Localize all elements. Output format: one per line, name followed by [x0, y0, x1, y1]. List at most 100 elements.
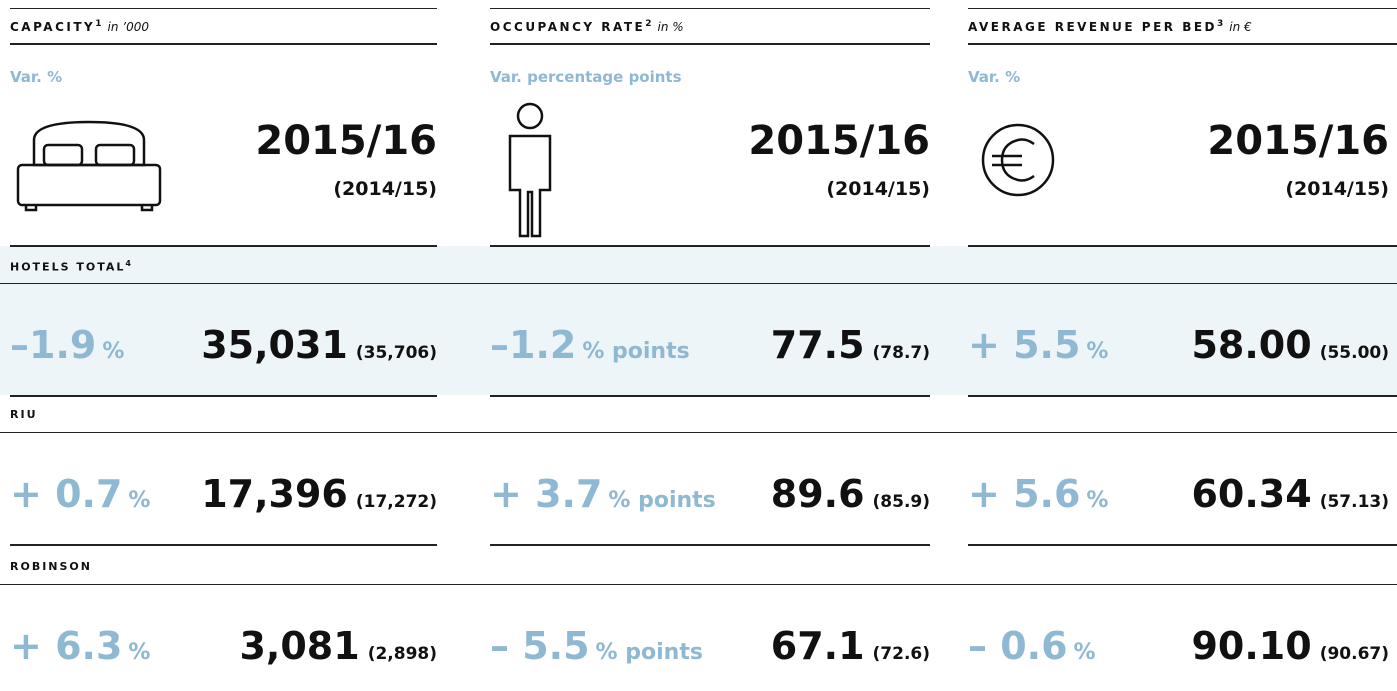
change-unit: % — [128, 488, 151, 513]
rule — [0, 584, 1397, 585]
value: 90.10 (90.67) — [1191, 624, 1389, 668]
row-label: RIU — [10, 408, 38, 421]
change: –1.2% points — [490, 323, 690, 367]
rule — [0, 432, 1397, 433]
change-unit: % — [102, 339, 125, 364]
change-unit: % — [128, 640, 151, 665]
rule — [490, 395, 930, 397]
title-text: CAPACITY — [10, 20, 96, 34]
row-label-text: ROBINSON — [10, 560, 92, 573]
unit: in ’000 — [107, 20, 149, 34]
value-text: 17,396 — [201, 472, 348, 516]
value: 60.34 (57.13) — [1191, 472, 1389, 516]
value: 3,081 (2,898) — [239, 624, 437, 668]
value-text: 67.1 — [770, 624, 865, 668]
euro-icon — [981, 123, 1055, 197]
value: 77.5 (78.7) — [771, 323, 930, 367]
column-title: CAPACITY1 in ’000 — [10, 19, 149, 34]
value: 89.6 (85.9) — [771, 472, 930, 516]
value: 58.00 (55.00) — [1191, 323, 1389, 367]
footnote: 1 — [95, 19, 102, 29]
period: 2015/16 — [255, 118, 437, 164]
change-value: –1.2 — [490, 323, 577, 367]
change-unit: % points — [595, 640, 703, 665]
unit: in % — [657, 20, 684, 34]
prior-value: (78.7) — [872, 343, 930, 363]
prior-value: (55.00) — [1319, 343, 1389, 363]
change-value: + 6.3 — [10, 624, 123, 668]
rule — [10, 245, 437, 247]
highlight-band — [0, 246, 1397, 395]
prior-period: (2014/15) — [826, 178, 930, 200]
change-unit: % — [1073, 640, 1096, 665]
change-unit: % — [1086, 488, 1109, 513]
prior-value: (90.67) — [1319, 644, 1389, 664]
prior-value: (57.13) — [1319, 492, 1389, 512]
var-label: Var. percentage points — [490, 68, 682, 86]
rule — [10, 8, 437, 9]
change-value: – 0.6 — [968, 624, 1068, 668]
change-value: – 5.5 — [490, 624, 590, 668]
change-value: + 5.5 — [968, 323, 1081, 367]
rule — [10, 544, 437, 546]
row-label-text: HOTELS TOTAL — [10, 260, 126, 274]
value-text: 58.00 — [1191, 323, 1312, 367]
value-text: 3,081 — [239, 624, 360, 668]
change: –1.9% — [10, 323, 124, 367]
person-icon — [508, 102, 552, 238]
row-label: HOTELS TOTAL4 — [10, 259, 133, 274]
change: + 6.3% — [10, 624, 150, 668]
change-unit: % — [1086, 339, 1109, 364]
prior-period: (2014/15) — [1285, 178, 1389, 200]
change: + 3.7% points — [490, 472, 716, 516]
change: – 5.5% points — [490, 624, 703, 668]
change: – 0.6% — [968, 624, 1096, 668]
change-value: + 0.7 — [10, 472, 123, 516]
prior-value: (35,706) — [355, 343, 437, 363]
change-unit: % points — [608, 488, 716, 513]
rule — [490, 43, 930, 45]
change: + 5.5% — [968, 323, 1108, 367]
rule — [490, 245, 930, 247]
value-text: 89.6 — [770, 472, 865, 516]
value: 35,031 (35,706) — [201, 323, 437, 367]
title-text: OCCUPANCY RATE — [490, 20, 646, 34]
value: 67.1 (72.6) — [771, 624, 930, 668]
row-label-text: RIU — [10, 408, 38, 421]
prior-value: (85.9) — [872, 492, 930, 512]
prior-value: (72.6) — [872, 644, 930, 664]
rule — [968, 245, 1397, 247]
value-text: 35,031 — [201, 323, 348, 367]
rule — [490, 8, 930, 9]
value-text: 90.10 — [1191, 624, 1312, 668]
period: 2015/16 — [1207, 118, 1389, 164]
value-text: 60.34 — [1191, 472, 1312, 516]
footnote: 4 — [125, 259, 133, 268]
prior-value: (2,898) — [367, 644, 437, 664]
rule — [968, 43, 1397, 45]
var-label: Var. % — [968, 68, 1021, 86]
value: 17,396 (17,272) — [201, 472, 437, 516]
rule — [968, 8, 1397, 9]
change: + 5.6% — [968, 472, 1108, 516]
column-title: AVERAGE REVENUE PER BED3 in € — [968, 19, 1252, 34]
column-title: OCCUPANCY RATE2 in % — [490, 19, 684, 34]
footnote: 2 — [645, 19, 652, 29]
var-label: Var. % — [10, 68, 63, 86]
rule — [0, 283, 1397, 284]
rule — [10, 43, 437, 45]
title-text: AVERAGE REVENUE PER BED — [968, 20, 1218, 34]
change-unit: % points — [582, 339, 690, 364]
change-value: + 5.6 — [968, 472, 1081, 516]
rule — [968, 544, 1397, 546]
bed-icon — [16, 120, 162, 212]
change-value: –1.9 — [10, 323, 97, 367]
change: + 0.7% — [10, 472, 150, 516]
change-value: + 3.7 — [490, 472, 603, 516]
rule — [968, 395, 1397, 397]
prior-period: (2014/15) — [333, 178, 437, 200]
prior-value: (17,272) — [355, 492, 437, 512]
rule — [10, 395, 437, 397]
row-label: ROBINSON — [10, 560, 92, 573]
